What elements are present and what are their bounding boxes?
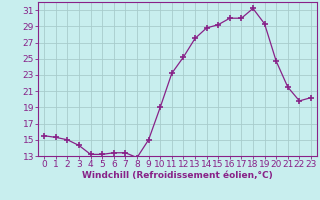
X-axis label: Windchill (Refroidissement éolien,°C): Windchill (Refroidissement éolien,°C) — [82, 171, 273, 180]
